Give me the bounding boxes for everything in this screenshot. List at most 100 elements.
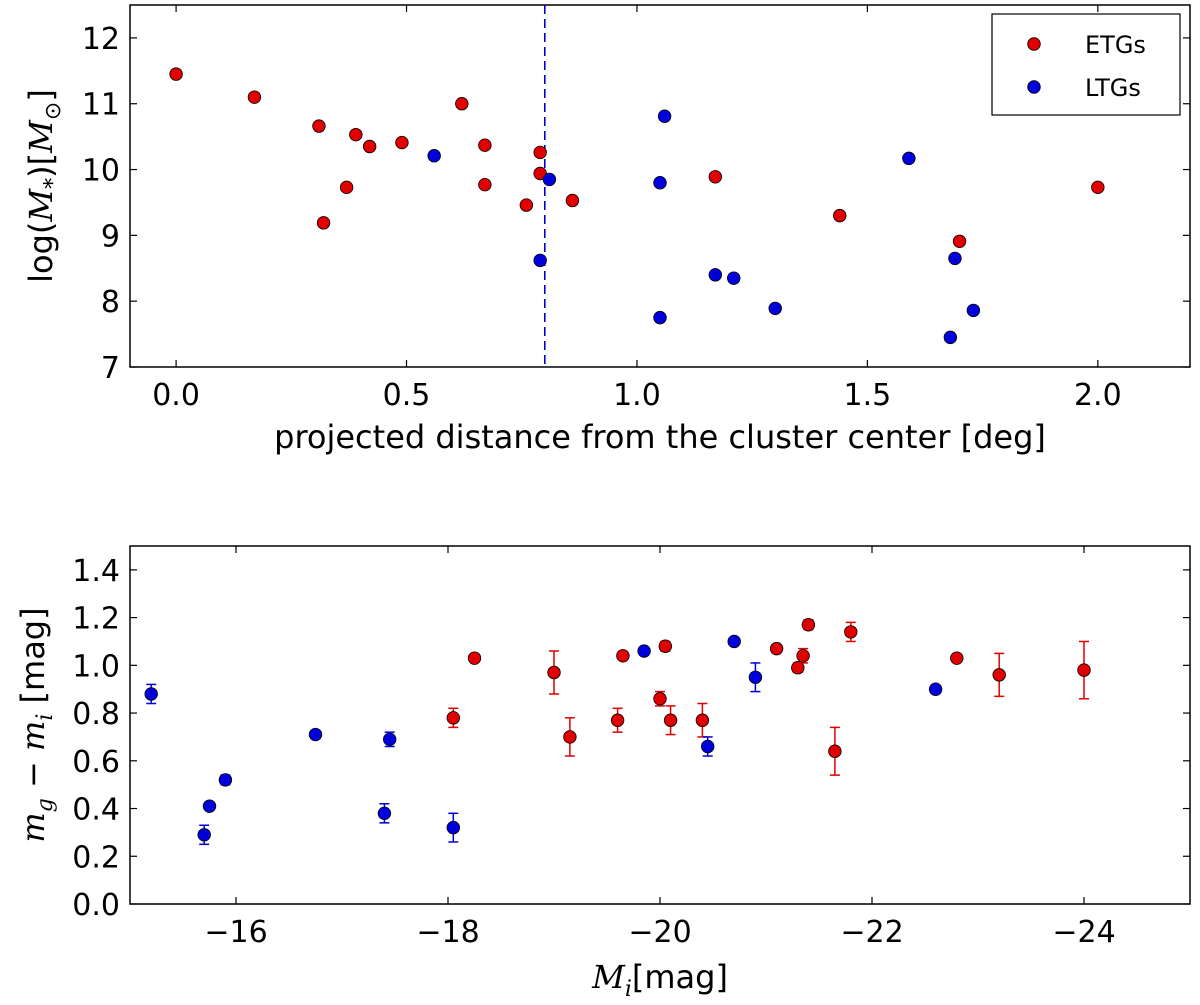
point-etgs	[708, 170, 723, 184]
point-ltgs	[308, 727, 323, 742]
point-etgs	[844, 625, 858, 639]
point-etgs	[791, 661, 805, 675]
point-etgs	[478, 177, 492, 192]
point-etgs	[339, 180, 354, 195]
point-etgs	[801, 618, 816, 632]
point-ltgs	[943, 330, 958, 345]
point-ltgs	[218, 773, 233, 787]
point-ltgs	[637, 644, 651, 658]
point-etgs	[658, 639, 673, 653]
point-ltgs	[948, 251, 962, 266]
point-etgs	[362, 139, 377, 154]
y-tick-label: 12	[82, 22, 120, 57]
point-etgs	[316, 216, 331, 230]
x-tick-label: 1.5	[844, 378, 892, 413]
x-tick-label: −20	[628, 915, 691, 950]
point-ltgs	[533, 253, 547, 268]
point-ltgs	[902, 151, 916, 166]
y-axis-label: mg − mi [mag]	[14, 607, 58, 842]
legend-marker-ltgs	[1027, 80, 1041, 94]
point-ltgs	[727, 634, 741, 649]
y-tick-label: 1.4	[72, 554, 120, 589]
point-ltgs	[748, 670, 763, 684]
point-ltgs	[701, 739, 715, 754]
point-etgs	[455, 97, 469, 111]
series-ltgs	[427, 109, 981, 345]
x-tick-label: 0.0	[152, 378, 200, 413]
point-etgs	[169, 67, 183, 81]
point-etgs	[478, 138, 492, 152]
legend-label-etgs: ETGs	[1085, 31, 1146, 59]
point-ltgs	[427, 149, 441, 163]
x-tick-label: −22	[840, 915, 903, 950]
point-etgs	[610, 713, 625, 727]
point-ltgs	[727, 271, 741, 285]
point-ltgs	[377, 806, 392, 821]
y-axis-label: log(M*)[M⊙]	[22, 89, 66, 283]
point-ltgs	[383, 732, 397, 747]
x-tick-label: 0.5	[383, 378, 431, 413]
point-ltgs	[653, 310, 667, 325]
top-panel-mass-vs-distance: 0.0 0.5 1.0 1.5 2.0 7 8 9 10 11 12 ETGs LTGs projecte…	[22, 4, 1191, 456]
x-axis-label: projected distance from the cluster cent…	[274, 418, 1046, 456]
point-etgs	[565, 193, 580, 208]
legend: ETGs LTGs	[991, 13, 1181, 116]
point-etgs	[349, 127, 363, 142]
point-etgs	[467, 651, 482, 665]
plot-frame	[129, 4, 1191, 368]
y-tick-label: 0.4	[72, 793, 120, 828]
point-etgs	[533, 145, 547, 160]
plot-frame	[129, 545, 1191, 905]
point-etgs	[695, 713, 710, 727]
point-etgs	[395, 135, 409, 150]
point-ltgs	[542, 172, 557, 187]
y-tick-label: 0.6	[72, 745, 120, 780]
point-ltgs	[446, 820, 461, 835]
point-etgs	[828, 744, 842, 758]
x-tick-label: −18	[416, 915, 479, 950]
point-etgs	[769, 641, 784, 656]
point-etgs	[952, 234, 967, 248]
point-ltgs	[657, 109, 672, 123]
point-etgs	[992, 668, 1006, 682]
bottom-panel-color-magnitude: −16 −18 −20 −22 −24 0.0 0.2 0.4 0.6 0.8 1.0 1.2 1.4 M…	[14, 545, 1191, 1002]
point-etgs	[653, 692, 667, 706]
x-tick-label: 2.0	[1074, 378, 1122, 413]
point-ltgs	[928, 682, 943, 696]
point-etgs	[547, 665, 561, 680]
y-tick-label: 7	[101, 351, 120, 386]
y-tick-label: 10	[82, 154, 120, 189]
series-etgs	[169, 67, 1105, 248]
y-tick-label: 0.2	[72, 840, 120, 875]
point-etgs	[796, 649, 810, 663]
point-etgs	[519, 198, 534, 212]
point-etgs	[446, 711, 461, 725]
point-etgs	[312, 119, 326, 133]
legend-marker-etgs	[1027, 37, 1041, 51]
point-ltgs	[708, 268, 723, 282]
x-tick-label: −16	[204, 915, 267, 950]
point-etgs	[1077, 663, 1091, 677]
point-etgs	[563, 730, 577, 744]
x-axis-label: Mi[mag]	[591, 958, 728, 1002]
point-etgs	[833, 208, 847, 223]
series-etgs	[446, 618, 1091, 776]
point-etgs	[663, 713, 678, 727]
point-ltgs	[197, 828, 211, 842]
y-tick-label: 9	[101, 219, 120, 254]
y-tick-label: 1.2	[72, 602, 120, 637]
point-ltgs	[966, 303, 981, 318]
x-tick-label: −24	[1052, 915, 1115, 950]
series-ltgs	[144, 634, 943, 846]
point-ltgs	[202, 799, 217, 813]
legend-box	[991, 13, 1181, 116]
y-tick-label: 0.8	[72, 697, 120, 732]
point-ltgs	[768, 301, 782, 316]
point-ltgs	[144, 687, 158, 701]
point-etgs	[950, 651, 964, 665]
y-tick-label: 0.0	[72, 888, 120, 923]
y-tick-label: 11	[82, 88, 120, 123]
y-tick-label: 8	[101, 285, 120, 320]
x-tick-label: 1.0	[613, 378, 661, 413]
